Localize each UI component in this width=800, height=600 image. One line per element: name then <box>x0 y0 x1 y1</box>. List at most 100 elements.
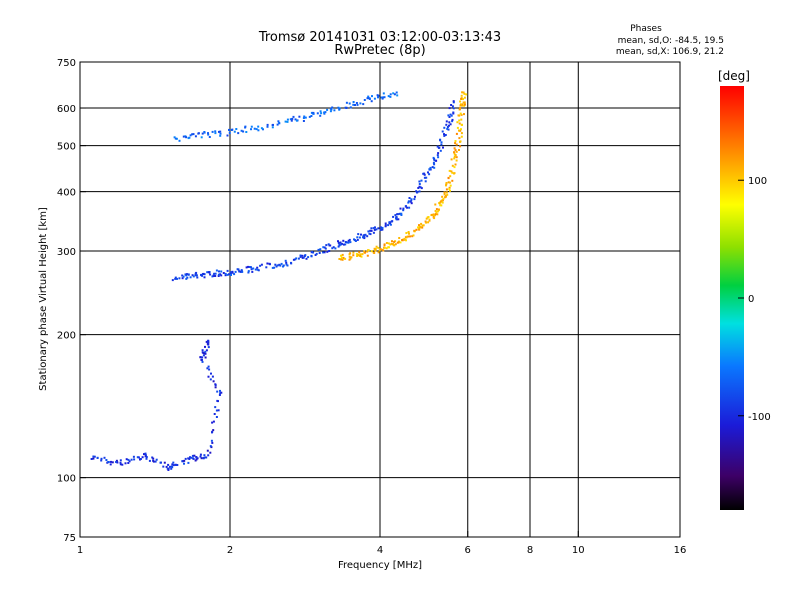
data-point <box>447 176 450 179</box>
data-point <box>445 123 448 126</box>
data-point <box>454 140 457 143</box>
data-point <box>447 128 450 131</box>
data-point <box>366 97 369 100</box>
data-point <box>338 242 341 245</box>
data-point <box>358 236 361 239</box>
data-point <box>206 367 209 370</box>
data-point <box>301 256 304 259</box>
data-point <box>216 390 219 393</box>
data-point <box>408 232 410 235</box>
data-point <box>189 134 192 137</box>
data-point <box>218 270 220 273</box>
data-point <box>450 114 453 117</box>
data-point <box>360 255 363 258</box>
data-point <box>449 113 452 116</box>
data-point <box>385 247 388 250</box>
data-point <box>418 224 420 227</box>
colorbar-ticks: 100 0 -100 <box>738 176 771 423</box>
data-point <box>416 191 418 194</box>
data-point <box>349 241 352 244</box>
data-point <box>187 457 190 460</box>
data-point <box>438 202 441 205</box>
data-point <box>201 132 204 135</box>
data-point <box>395 91 398 94</box>
data-point <box>299 255 302 258</box>
data-point <box>127 462 130 464</box>
data-point <box>206 449 209 452</box>
x-tick-label: 4 <box>377 545 383 556</box>
data-point <box>345 241 348 244</box>
data-point <box>163 461 166 464</box>
data-point <box>442 146 444 149</box>
data-point <box>347 239 350 242</box>
data-point <box>208 136 211 138</box>
data-point <box>454 163 457 166</box>
data-point <box>352 251 355 254</box>
data-point <box>399 241 402 244</box>
data-point <box>396 94 399 97</box>
data-point <box>448 186 451 189</box>
data-point <box>228 131 231 134</box>
data-point <box>188 136 191 139</box>
data-point <box>440 199 443 202</box>
data-point <box>188 458 191 460</box>
data-point <box>171 279 174 282</box>
data-point <box>448 121 451 124</box>
data-point <box>402 209 405 212</box>
data-point <box>219 132 222 135</box>
data-point <box>384 225 387 228</box>
data-point <box>379 229 382 231</box>
data-point <box>418 190 421 193</box>
data-point <box>405 236 408 239</box>
data-point <box>238 270 241 273</box>
data-point <box>380 96 383 99</box>
data-point <box>430 213 433 216</box>
data-point <box>178 139 181 142</box>
data-point <box>172 461 175 464</box>
data-point <box>342 239 345 242</box>
data-point <box>340 256 343 259</box>
data-point <box>456 121 459 124</box>
data-point <box>250 268 253 271</box>
data-point <box>212 275 215 277</box>
data-point <box>366 254 369 257</box>
data-point <box>432 162 435 164</box>
data-point <box>329 107 332 110</box>
data-point <box>310 111 313 114</box>
data-point <box>196 276 199 279</box>
data-point <box>192 275 195 278</box>
data-point <box>425 217 428 220</box>
data-point <box>247 270 250 273</box>
data-point <box>420 222 423 225</box>
data-point <box>247 265 250 268</box>
data-point <box>289 118 292 121</box>
data-point <box>382 249 385 252</box>
data-point <box>303 115 306 118</box>
data-point <box>133 458 136 461</box>
data-point <box>396 241 399 244</box>
data-point <box>213 413 216 415</box>
data-point <box>433 166 436 169</box>
data-point <box>463 101 466 104</box>
data-point <box>215 416 218 418</box>
data-point <box>209 378 212 381</box>
data-point <box>272 123 274 126</box>
data-point <box>167 469 170 471</box>
data-point <box>394 243 397 246</box>
data-point <box>262 128 264 131</box>
data-point <box>462 91 465 94</box>
data-point <box>423 172 426 175</box>
data-point <box>460 94 463 97</box>
data-point <box>423 173 426 176</box>
chart-subtitle: RwPretec (8p) <box>334 43 425 58</box>
data-point <box>207 133 210 136</box>
data-point <box>348 255 351 258</box>
data-point <box>284 259 287 262</box>
data-point <box>184 457 187 460</box>
data-point <box>465 93 468 96</box>
data-point <box>209 451 212 454</box>
data-point <box>446 127 449 130</box>
data-point <box>182 135 185 138</box>
data-point <box>448 116 451 118</box>
data-point <box>200 457 203 460</box>
